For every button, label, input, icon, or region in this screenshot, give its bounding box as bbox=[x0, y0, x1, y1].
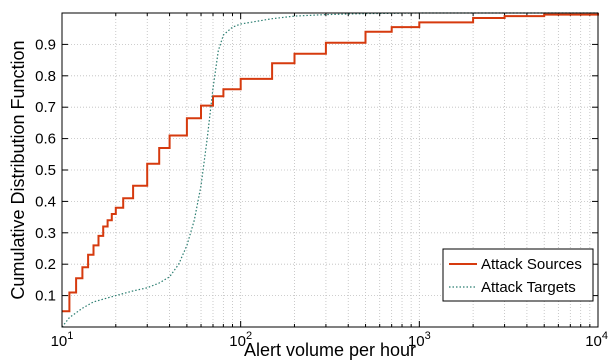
x-axis-label: Alert volume per hour bbox=[244, 340, 416, 360]
series-line-attack-sources bbox=[62, 13, 599, 313]
axes-box bbox=[61, 12, 599, 328]
legend-label-attack-targets: Attack Targets bbox=[481, 279, 576, 296]
x-tick-label: 103 bbox=[408, 330, 431, 350]
y-tick-label: 0.3 bbox=[35, 225, 56, 242]
y-tick-labels: 0.1 0.2 0.3 0.4 0.5 0.6 0.7 0.8 0.9 bbox=[35, 36, 56, 304]
x-tick-labels: 101 102 103 104 bbox=[51, 330, 608, 350]
series-line-attack-targets bbox=[61, 12, 598, 328]
series-layer bbox=[61, 12, 599, 328]
y-tick-label: 0.7 bbox=[35, 99, 56, 116]
y-tick-label: 0.2 bbox=[35, 256, 56, 273]
legend-box bbox=[442, 248, 594, 302]
legend: Attack Sources Attack Targets bbox=[442, 248, 594, 302]
x-tick-label: 104 bbox=[585, 330, 608, 350]
y-axis-label: Cumulative Distribution Function bbox=[8, 40, 28, 299]
x-tick-label: 101 bbox=[51, 330, 74, 350]
y-tick-label: 0.6 bbox=[35, 131, 56, 148]
y-tick-label: 0.4 bbox=[35, 193, 56, 210]
y-tick-label: 0.9 bbox=[35, 36, 56, 53]
y-tick-label: 0.8 bbox=[35, 68, 56, 85]
y-tick-label: 0.5 bbox=[35, 162, 56, 179]
y-tick-label: 0.1 bbox=[35, 288, 56, 305]
x-tick-label: 102 bbox=[229, 330, 252, 350]
legend-label-attack-sources: Attack Sources bbox=[481, 256, 582, 273]
